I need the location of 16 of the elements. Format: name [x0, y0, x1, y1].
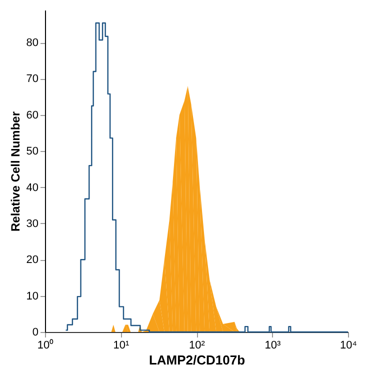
y-tick-label: 80 — [26, 37, 38, 50]
x-axis-title: LAMP2/CD107b — [148, 352, 246, 368]
y-tick-label: 20 — [26, 254, 38, 266]
y-tick-label: 10 — [26, 290, 38, 302]
y-tick-label: 0 — [32, 326, 38, 338]
y-axis-title: Relative Cell Number — [8, 111, 22, 232]
y-tick-label: 60 — [26, 109, 38, 122]
x-tick-label: 10¹ — [113, 340, 130, 352]
x-tick-label: 10⁴ — [340, 340, 358, 352]
x-tick-label: 10² — [189, 340, 206, 352]
x-tick-label: 10³ — [264, 340, 282, 352]
y-tick-label: 40 — [26, 182, 38, 194]
x-tick-label: 10⁰ — [37, 338, 54, 352]
y-tick-label: 70 — [26, 73, 38, 86]
y-tick-label: 30 — [26, 218, 38, 230]
y-tick-label: 50 — [26, 146, 38, 158]
